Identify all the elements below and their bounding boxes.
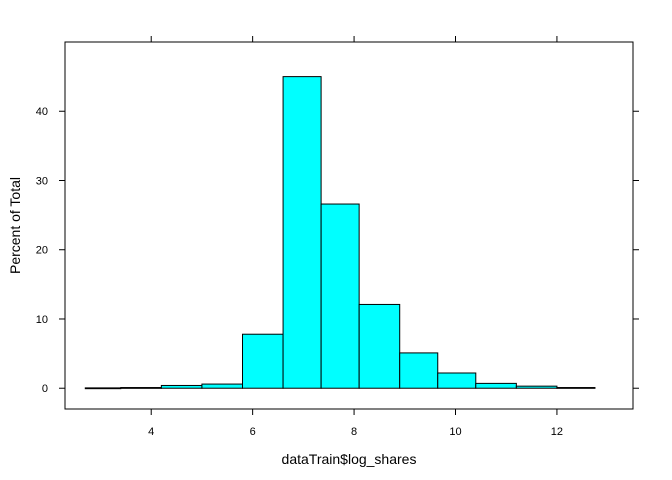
x-tick-label-2: 8 (351, 426, 357, 438)
histogram-bar-5 (282, 76, 322, 389)
y-tick-label-0: 0 (42, 383, 48, 395)
y-tick-label-1: 10 (36, 314, 48, 326)
plot-panel-border (64, 41, 634, 410)
histogram-bar-1 (120, 387, 162, 389)
histogram-bars (84, 76, 596, 390)
histogram-bar-0 (84, 387, 122, 390)
x-tick-label-0: 4 (148, 426, 154, 438)
y-axis-label: Percent of Total (7, 177, 23, 274)
histogram-bar-10 (475, 382, 517, 389)
y-tick-label-3: 30 (36, 175, 48, 187)
histogram-bar-2 (160, 384, 203, 389)
y-tick-label-2: 20 (36, 245, 48, 257)
y-tick-label-4: 40 (36, 106, 48, 118)
x-axis-label: dataTrain$log_shares (282, 451, 417, 467)
histogram-bar-9 (437, 372, 477, 389)
x-tick-label-4: 12 (551, 426, 563, 438)
histogram-bar-12 (556, 387, 596, 389)
histogram-bar-7 (358, 303, 401, 389)
x-axis-ticks: 4 6 8 10 12 (148, 36, 563, 438)
x-tick-label-3: 10 (449, 426, 461, 438)
y-axis-ticks: 0 10 20 30 40 (36, 106, 639, 395)
histogram-bar-4 (242, 333, 284, 389)
histogram-bar-8 (399, 352, 439, 389)
histogram-bar-11 (515, 385, 558, 389)
x-tick-label-1: 6 (250, 426, 256, 438)
histogram-bar-3 (201, 383, 244, 389)
histogram-bar-6 (320, 203, 360, 389)
